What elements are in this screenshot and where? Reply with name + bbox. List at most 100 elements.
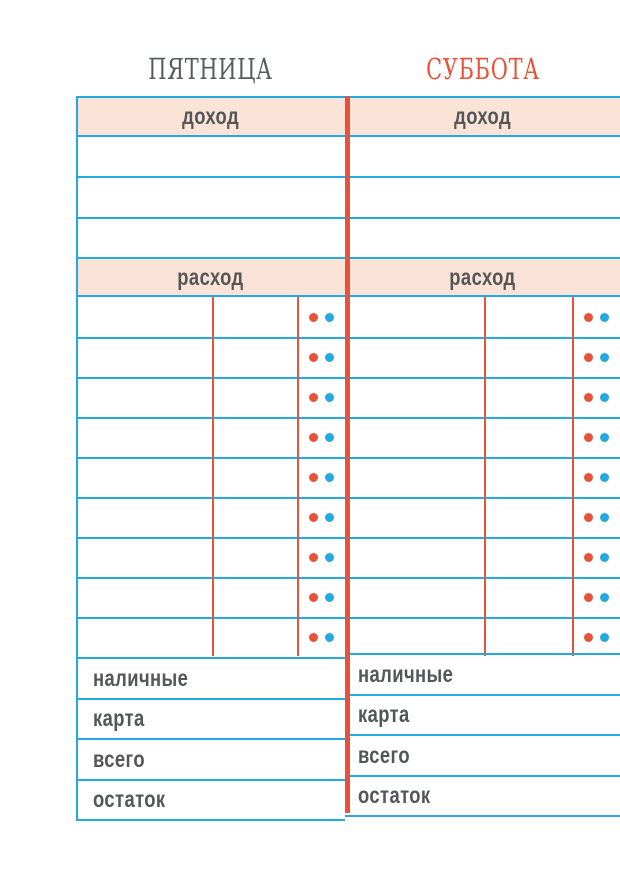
expense-header-friday: расход: [76, 259, 345, 295]
expense-item-cell[interactable]: [345, 337, 485, 377]
blue-dot-icon: [600, 632, 609, 642]
expense-header-saturday-label: расход: [449, 263, 516, 290]
summary-row-remainder[interactable]: остаток: [76, 781, 345, 821]
expense-amount-cell[interactable]: [485, 617, 573, 657]
blue-dot-icon: [325, 552, 334, 562]
expense-item-cell[interactable]: [76, 537, 213, 577]
expense-item-cell[interactable]: [76, 617, 213, 657]
expense-row: [76, 377, 345, 417]
blue-dot-icon: [325, 312, 334, 322]
expense-header-friday-label: расход: [177, 263, 244, 290]
expense-amount-cell[interactable]: [213, 617, 298, 657]
income-row-cell[interactable]: [78, 177, 345, 217]
expense-row: [76, 537, 345, 577]
expense-amount-cell[interactable]: [213, 497, 298, 537]
expense-item-cell[interactable]: [345, 377, 485, 417]
remainder-label: остаток: [93, 786, 166, 813]
expense-item-cell[interactable]: [345, 497, 485, 537]
expense-column-divider: [297, 297, 299, 656]
expense-item-cell[interactable]: [345, 297, 485, 337]
red-dot-icon: [309, 592, 318, 602]
red-dot-icon: [584, 352, 593, 362]
expense-amount-cell[interactable]: [485, 377, 573, 417]
expense-amount-cell[interactable]: [213, 457, 298, 497]
expense-amount-cell[interactable]: [213, 417, 298, 457]
expense-amount-cell[interactable]: [213, 537, 298, 577]
expense-column-divider: [212, 297, 214, 656]
summary-row-card[interactable]: карта: [76, 700, 345, 740]
expense-item-cell[interactable]: [76, 417, 213, 457]
expense-row: [76, 617, 345, 657]
red-dot-icon: [584, 512, 593, 522]
expense-amount-cell[interactable]: [485, 537, 573, 577]
blue-dot-icon: [325, 472, 334, 482]
summary-row-cash[interactable]: наличные: [76, 659, 345, 700]
expense-marker-cell: [298, 497, 345, 537]
expense-row: [345, 417, 620, 457]
expense-row: [345, 337, 620, 377]
expense-amount-cell[interactable]: [213, 297, 298, 337]
expense-amount-cell[interactable]: [485, 337, 573, 377]
expense-row: [345, 537, 620, 577]
expense-amount-cell[interactable]: [213, 377, 298, 417]
income-row-cell[interactable]: [78, 217, 345, 257]
blue-dot-icon: [600, 512, 609, 522]
expense-item-cell[interactable]: [76, 457, 213, 497]
expense-item-cell[interactable]: [345, 617, 485, 657]
expense-item-cell[interactable]: [345, 577, 485, 617]
red-dot-icon: [309, 632, 318, 642]
red-dot-icon: [584, 632, 593, 642]
summary-row-remainder[interactable]: остаток: [345, 777, 620, 817]
income-header-saturday-label: доход: [454, 103, 511, 129]
expense-item-cell[interactable]: [76, 377, 213, 417]
red-dot-icon: [309, 312, 318, 322]
expense-item-cell[interactable]: [345, 537, 485, 577]
blue-dot-icon: [600, 352, 609, 362]
income-row-cell[interactable]: [350, 177, 620, 217]
summary-row-card[interactable]: карта: [345, 696, 620, 736]
expense-marker-cell: [573, 337, 620, 377]
blue-dot-icon: [600, 472, 609, 482]
summary-row-total[interactable]: всего: [345, 736, 620, 777]
expense-rows-saturday: [345, 297, 620, 657]
expense-item-cell[interactable]: [345, 457, 485, 497]
expense-header-saturday: расход: [345, 259, 620, 295]
expense-item-cell[interactable]: [76, 497, 213, 537]
expense-marker-cell: [298, 377, 345, 417]
blue-dot-icon: [325, 632, 334, 642]
expense-item-cell[interactable]: [76, 577, 213, 617]
red-dot-icon: [584, 392, 593, 402]
blue-dot-icon: [600, 312, 609, 322]
red-dot-icon: [584, 552, 593, 562]
expense-row: [345, 297, 620, 337]
expense-amount-cell[interactable]: [485, 417, 573, 457]
expense-item-cell[interactable]: [76, 297, 213, 337]
expense-amount-cell[interactable]: [213, 337, 298, 377]
expense-item-cell[interactable]: [76, 337, 213, 377]
income-row-cell[interactable]: [78, 137, 345, 177]
income-row-cell[interactable]: [350, 137, 620, 177]
income-row-cell[interactable]: [350, 217, 620, 257]
expense-amount-cell[interactable]: [485, 577, 573, 617]
expense-marker-cell: [573, 417, 620, 457]
expense-marker-cell: [298, 297, 345, 337]
remainder-label: остаток: [358, 782, 431, 809]
expense-marker-cell: [573, 297, 620, 337]
summary-saturday: наличные карта всего остаток: [345, 653, 620, 817]
red-dot-icon: [584, 472, 593, 482]
summary-row-cash[interactable]: наличные: [345, 655, 620, 696]
expense-row: [76, 337, 345, 377]
summary-row-total[interactable]: всего: [76, 740, 345, 781]
expense-marker-cell: [573, 457, 620, 497]
expense-marker-cell: [573, 377, 620, 417]
expense-row: [76, 457, 345, 497]
red-dot-icon: [584, 432, 593, 442]
expense-amount-cell[interactable]: [213, 577, 298, 617]
expense-amount-cell[interactable]: [485, 497, 573, 537]
expense-item-cell[interactable]: [345, 417, 485, 457]
income-rows-saturday: [350, 137, 620, 257]
expense-amount-cell[interactable]: [485, 297, 573, 337]
expense-marker-cell: [298, 457, 345, 497]
expense-amount-cell[interactable]: [485, 457, 573, 497]
